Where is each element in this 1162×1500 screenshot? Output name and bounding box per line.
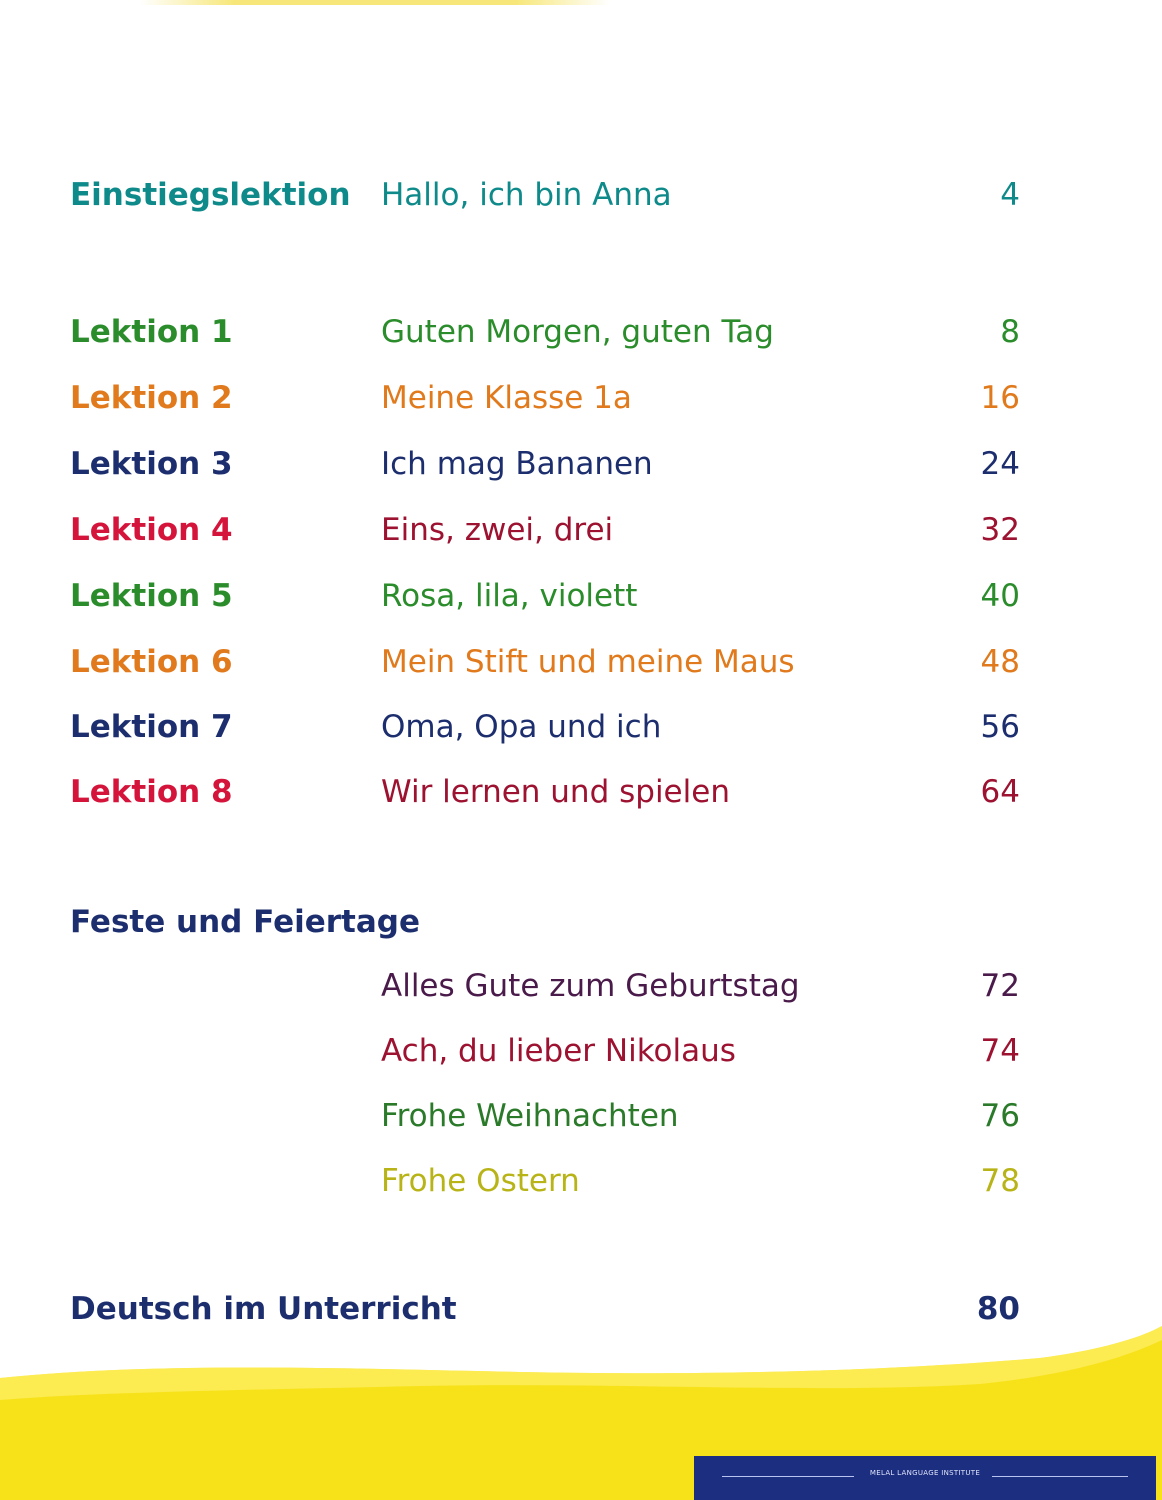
toc-row-lesson[interactable]: Lektion 5 Rosa, lila, violett 40 [0,571,1162,621]
section-heading-festivals: Feste und Feiertage [0,897,1162,947]
toc-page-number: 16 [980,380,1020,416]
toc-title: Meine Klasse 1a [381,380,632,416]
toc-page-number: 78 [980,1163,1020,1199]
footer-bar: MELAL LANGUAGE INSTITUTE [694,1456,1156,1500]
footer-divider-left [722,1476,854,1477]
toc-title: Ich mag Bananen [381,446,653,482]
toc-label: Lektion 3 [70,446,233,482]
toc-page-number: 8 [1000,314,1020,350]
toc-label: Lektion 7 [70,709,233,745]
toc-page-number: 74 [980,1033,1020,1069]
toc-page-number: 48 [980,644,1020,680]
toc-title: Alles Gute zum Geburtstag [381,968,800,1004]
toc-row-festival[interactable]: Ach, du lieber Nikolaus 74 [0,1026,1162,1076]
toc-row-festival[interactable]: Alles Gute zum Geburtstag 72 [0,961,1162,1011]
toc-title: Mein Stift und meine Maus [381,644,795,680]
toc-row-classroom[interactable]: Deutsch im Unterricht 80 [0,1284,1162,1334]
toc-label: Lektion 6 [70,644,233,680]
toc-title: Hallo, ich bin Anna [381,177,672,213]
toc-label: Einstiegslektion [70,177,351,213]
toc-row-festival[interactable]: Frohe Weihnachten 76 [0,1091,1162,1141]
toc-label: Lektion 5 [70,578,233,614]
toc-row-lesson[interactable]: Lektion 6 Mein Stift und meine Maus 48 [0,637,1162,687]
toc-page-number: 24 [980,446,1020,482]
toc-label: Lektion 8 [70,774,233,810]
toc-title: Wir lernen und spielen [381,774,730,810]
section-heading: Feste und Feiertage [70,904,420,940]
toc-title: Ach, du lieber Nikolaus [381,1033,736,1069]
toc-label: Lektion 2 [70,380,233,416]
toc-row-lesson[interactable]: Lektion 4 Eins, zwei, drei 32 [0,505,1162,555]
toc-row-intro[interactable]: Einstiegslektion Hallo, ich bin Anna 4 [0,170,1162,220]
toc-row-lesson[interactable]: Lektion 2 Meine Klasse 1a 16 [0,373,1162,423]
top-decoration-strip [140,0,610,5]
toc-title: Frohe Weihnachten [381,1098,679,1134]
toc-page-number: 4 [1000,177,1020,213]
toc-page-number: 32 [980,512,1020,548]
toc-title: Guten Morgen, guten Tag [381,314,774,350]
toc-row-festival[interactable]: Frohe Ostern 78 [0,1156,1162,1206]
footer-text: MELAL LANGUAGE INSTITUTE [869,1469,981,1477]
toc-row-lesson[interactable]: Lektion 8 Wir lernen und spielen 64 [0,767,1162,817]
toc-row-lesson[interactable]: Lektion 7 Oma, Opa und ich 56 [0,702,1162,752]
toc-title: Oma, Opa und ich [381,709,662,745]
toc-title: Frohe Ostern [381,1163,580,1199]
toc-page-number: 56 [980,709,1020,745]
toc-row-lesson[interactable]: Lektion 1 Guten Morgen, guten Tag 8 [0,307,1162,357]
toc-page-number: 64 [980,774,1020,810]
toc-page-number: 80 [976,1291,1020,1327]
toc-label: Lektion 1 [70,314,233,350]
toc-page-number: 72 [980,968,1020,1004]
toc-label: Lektion 4 [70,512,233,548]
toc-title: Rosa, lila, violett [381,578,638,614]
toc-label: Deutsch im Unterricht [70,1291,457,1327]
toc-page-number: 40 [980,578,1020,614]
toc-title: Eins, zwei, drei [381,512,614,548]
toc-page-number: 76 [980,1098,1020,1134]
toc-row-lesson[interactable]: Lektion 3 Ich mag Bananen 24 [0,439,1162,489]
footer-divider-right [992,1476,1128,1477]
